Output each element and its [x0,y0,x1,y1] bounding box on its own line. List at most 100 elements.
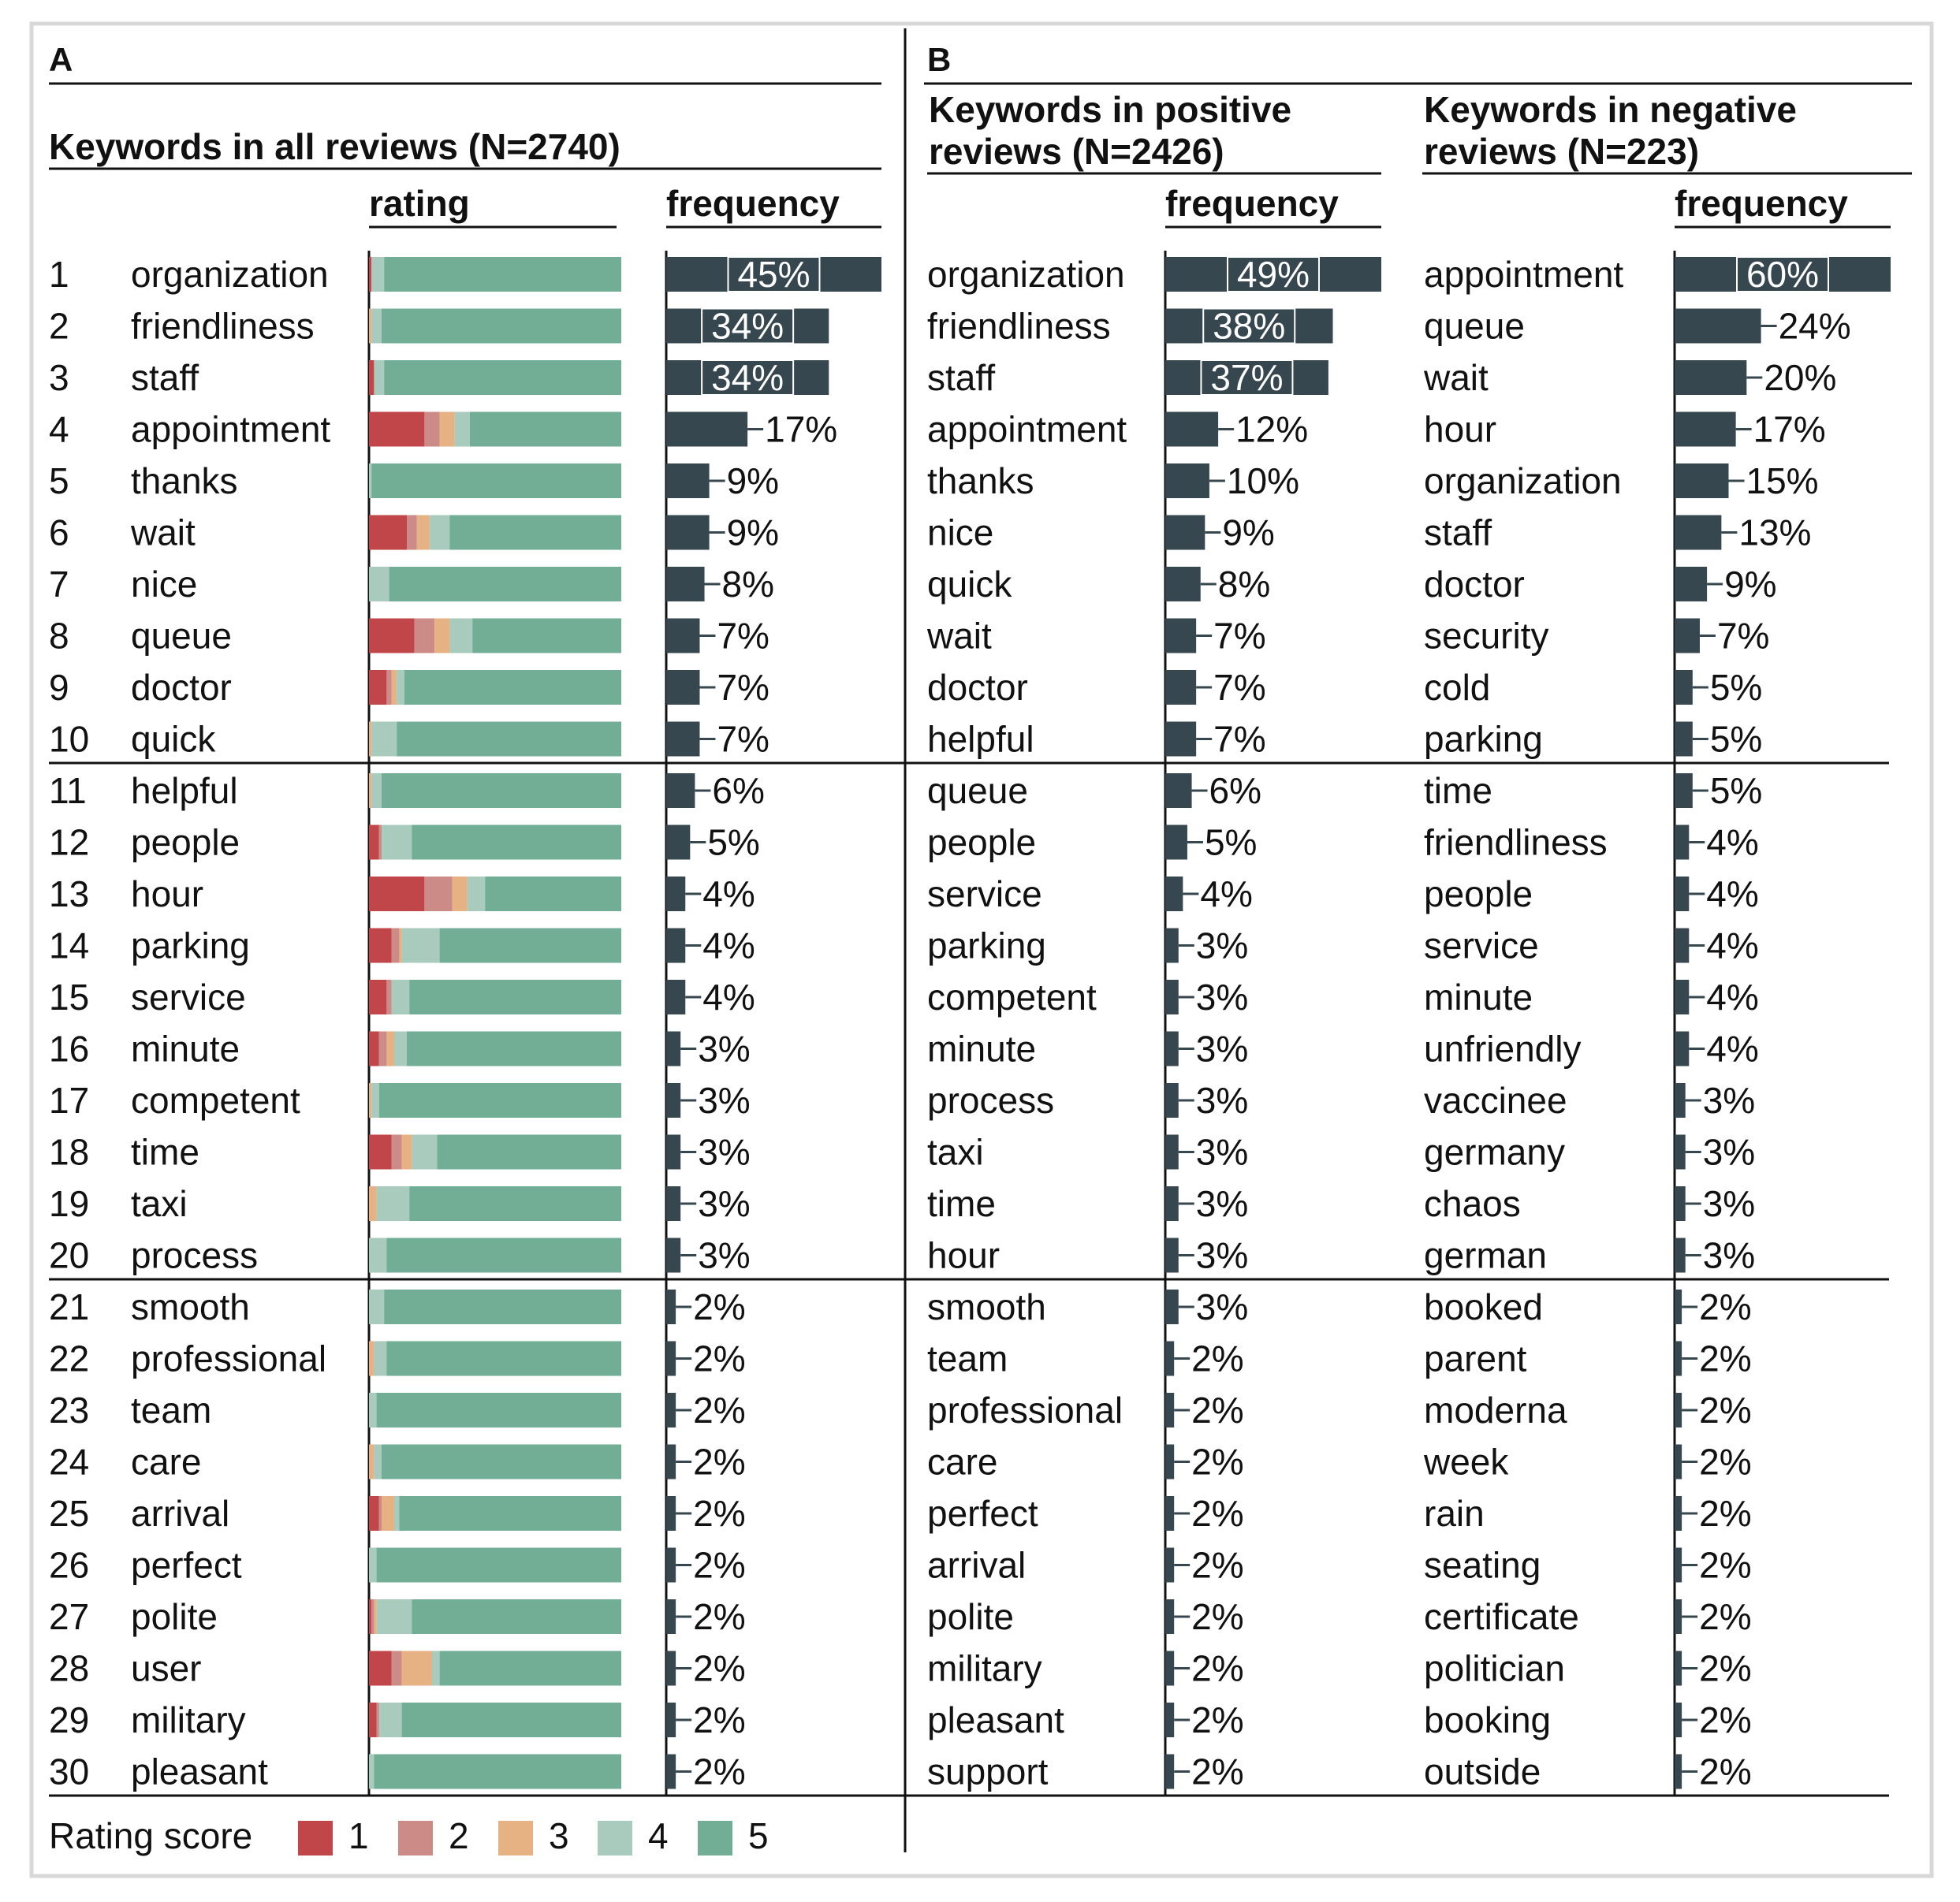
keyword-label-all: appointment [131,409,330,450]
frequency-label-negative: 5% [1710,667,1762,708]
frequency-bar-all [666,1186,681,1221]
frequency-label-negative: 2% [1699,1751,1751,1792]
frequency-bar-all [666,1238,681,1273]
rank-number: 7 [49,564,69,605]
frequency-label-negative: 2% [1699,1286,1751,1327]
rank-number: 28 [49,1648,89,1689]
frequency-label-all: 4% [702,873,755,914]
frequency-label-positive: 38% [1213,306,1285,347]
rating-segment-1 [369,1651,392,1686]
frequency-bar-positive [1165,1651,1175,1686]
legend-label: 1 [348,1815,369,1856]
frequency-label-negative: 2% [1699,1596,1751,1637]
rating-segment-5 [378,1083,621,1118]
keyword-label-negative: appointment [1424,254,1623,295]
keyword-label-negative: queue [1424,306,1525,347]
keyword-label-negative: chaos [1424,1183,1521,1224]
rank-number: 30 [49,1751,89,1792]
rating-segment-4 [376,1186,410,1221]
frequency-label-positive: 3% [1196,925,1248,966]
rank-number: 15 [49,977,89,1018]
rating-segment-2 [386,980,392,1014]
rating-segment-4 [454,411,470,447]
rating-segment-3 [401,1651,432,1686]
frequency-bar-negative [1675,721,1693,757]
frequency-label-all: 9% [727,512,779,553]
rank-number: 20 [49,1235,89,1276]
frequency-bar-negative [1675,1393,1682,1427]
frequency-bar-negative [1675,1134,1686,1170]
frequency-bar-positive [1165,1134,1179,1170]
rank-number: 16 [49,1029,89,1070]
rating-segment-5 [409,980,621,1014]
frequency-bar-negative [1675,1703,1682,1737]
frequency-bar-negative [1675,1496,1682,1531]
positive-title-line2: reviews (N=2426) [929,131,1224,172]
keyword-label-all: parking [131,925,250,966]
keyword-label-negative: people [1424,873,1533,914]
keyword-label-positive: perfect [927,1493,1038,1534]
frequency-bar-negative [1675,1238,1686,1273]
rating-segment-2 [391,928,400,963]
frequency-label-negative: 3% [1703,1080,1755,1121]
frequency-label-positive: 37% [1210,357,1283,398]
keyword-label-positive: pleasant [927,1699,1064,1740]
rating-segment-4 [369,1238,387,1273]
frequency-label-all: 9% [727,460,779,501]
frequency-bar-positive [1165,877,1183,911]
keyword-label-negative: germany [1424,1132,1565,1173]
frequency-bar-positive [1165,1703,1175,1737]
rating-segment-4 [449,618,473,653]
rating-segment-5 [399,1496,621,1531]
keyword-label-all: hour [131,873,203,914]
rating-segment-1 [369,360,374,395]
keyword-label-negative: hour [1424,409,1496,450]
keyword-label-positive: wait [926,616,992,657]
rating-segment-3 [399,928,402,963]
frequency-bar-positive [1165,1290,1179,1324]
keyword-label-negative: minute [1424,977,1533,1018]
frequency-bar-positive [1165,308,1333,344]
legend-label: 4 [648,1815,669,1856]
keyword-label-negative: doctor [1424,564,1525,605]
frequency-label-all: 4% [702,977,755,1018]
keyword-label-all: helpful [131,770,238,811]
keyword-label-all: process [131,1235,258,1276]
frequency-label-negative: 17% [1753,409,1826,450]
frequency-label-all: 7% [717,719,769,760]
frequency-label-negative: 2% [1699,1545,1751,1586]
frequency-bar-positive [1165,411,1219,447]
frequency-bar-all [666,308,829,344]
rating-segment-4 [394,1496,400,1531]
rating-segment-5 [401,1703,621,1737]
frequency-bar-positive [1165,463,1209,498]
rating-segment-3 [391,670,397,705]
frequency-bar-negative [1675,567,1708,601]
frequency-label-all: 2% [693,1442,745,1483]
rating-segment-2 [424,877,453,911]
keyword-label-all: user [131,1648,201,1689]
frequency-label-positive: 2% [1191,1338,1243,1379]
table-rules [49,28,1912,1852]
rating-segment-4 [369,1754,374,1789]
rating-segment-5 [386,1341,621,1376]
frequency-label-box [727,256,821,292]
keyword-label-positive: hour [927,1235,1000,1276]
frequency-label-negative: 60% [1746,254,1819,295]
keyword-label-negative: week [1423,1442,1509,1483]
frequency-label-all: 2% [693,1699,745,1740]
rating-segment-5 [376,1393,621,1427]
keyword-label-positive: care [927,1442,997,1483]
rating-segment-5 [439,928,621,963]
frequency-bar-positive [1165,1754,1175,1789]
frequency-bar-all [666,411,748,447]
frequency-bar-positive [1165,1444,1175,1480]
frequency-label-all: 2% [693,1390,745,1431]
keyword-label-positive: doctor [927,667,1028,708]
rank-number: 19 [49,1183,89,1224]
frequency-bar-negative [1675,1547,1682,1583]
frequency-bar-all [666,824,691,860]
frequency-label-all: 2% [693,1545,745,1586]
keyword-label-negative: booked [1424,1286,1543,1327]
chart-rows: 1 organization 45%2 friendliness 34%3 staff 34… [49,254,1891,1792]
